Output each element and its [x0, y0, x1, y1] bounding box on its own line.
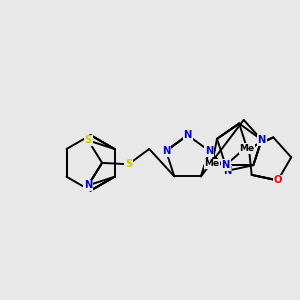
Text: O: O	[274, 176, 282, 185]
Text: S: S	[85, 135, 92, 146]
Text: Me: Me	[239, 144, 255, 153]
Text: N: N	[162, 146, 170, 156]
Text: N: N	[221, 160, 230, 170]
Text: N: N	[205, 146, 214, 156]
Text: Me: Me	[205, 159, 220, 168]
Text: N: N	[184, 130, 192, 140]
Text: N: N	[84, 180, 92, 190]
Text: N: N	[257, 135, 266, 145]
Text: N: N	[223, 166, 231, 176]
Text: S: S	[125, 159, 132, 169]
